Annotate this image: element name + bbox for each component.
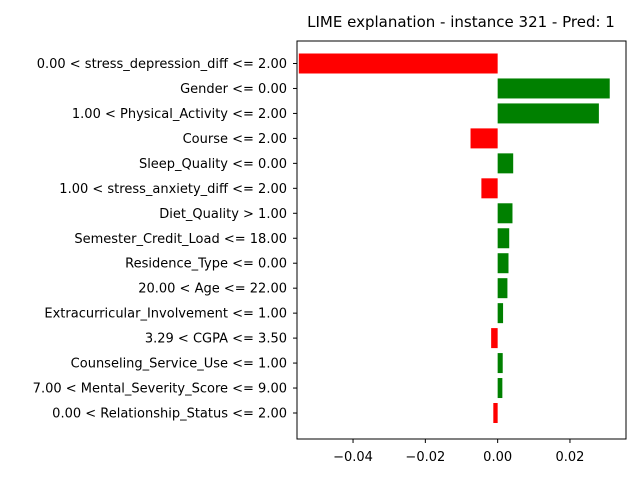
- y-tick-label-12: Counseling_Service_Use <= 1.00: [71, 357, 287, 372]
- y-tick-label-3: Course <= 2.00: [183, 132, 287, 147]
- bar-8: [497, 253, 509, 274]
- bar-11: [491, 328, 498, 349]
- y-tick-label-11: 3.29 < CGPA <= 3.50: [145, 332, 287, 347]
- bar-7: [497, 228, 510, 249]
- plot-frame: [296, 40, 627, 440]
- bar-2: [497, 103, 599, 124]
- bar-9: [497, 278, 508, 299]
- bar-5: [481, 178, 498, 199]
- y-tick-label-0: 0.00 < stress_depression_diff <= 2.00: [37, 57, 287, 72]
- bars-layer: [298, 53, 610, 423]
- y-tick-label-8: Residence_Type <= 0.00: [125, 257, 287, 272]
- bar-6: [497, 203, 513, 224]
- y-tick-label-9: 20.00 < Age <= 22.00: [138, 282, 287, 297]
- bar-10: [497, 303, 504, 324]
- bar-13: [497, 378, 503, 399]
- x-tick-label-1: −0.02: [405, 450, 445, 465]
- y-tick-label-4: Sleep_Quality <= 0.00: [139, 157, 287, 172]
- y-tick-label-7: Semester_Credit_Load <= 18.00: [74, 232, 287, 247]
- bar-14: [493, 403, 498, 423]
- chart-title: LIME explanation - instance 321 - Pred: …: [307, 13, 615, 31]
- bar-3: [470, 128, 498, 149]
- bar-12: [497, 353, 503, 374]
- bar-1: [497, 78, 610, 99]
- bar-4: [497, 153, 514, 174]
- y-tick-label-5: 1.00 < stress_anxiety_diff <= 2.00: [59, 182, 287, 197]
- bar-0: [298, 53, 498, 74]
- y-tick-label-1: Gender <= 0.00: [180, 82, 287, 97]
- x-tick-label-3: 0.02: [555, 450, 584, 465]
- y-tick-label-6: Diet_Quality > 1.00: [159, 207, 287, 222]
- y-tick-label-14: 0.00 < Relationship_Status <= 2.00: [52, 407, 287, 422]
- axes-layer: 0.00 < stress_depression_diff <= 2.00 Gen…: [33, 40, 627, 465]
- y-tick-label-10: Extracurricular_Involvement <= 1.00: [44, 307, 287, 322]
- y-tick-label-2: 1.00 < Physical_Activity <= 2.00: [72, 107, 287, 122]
- y-tick-label-13: 7.00 < Mental_Severity_Score <= 9.00: [33, 382, 287, 397]
- x-tick-label-2: 0.00: [483, 450, 512, 465]
- x-tick-label-0: −0.04: [333, 450, 373, 465]
